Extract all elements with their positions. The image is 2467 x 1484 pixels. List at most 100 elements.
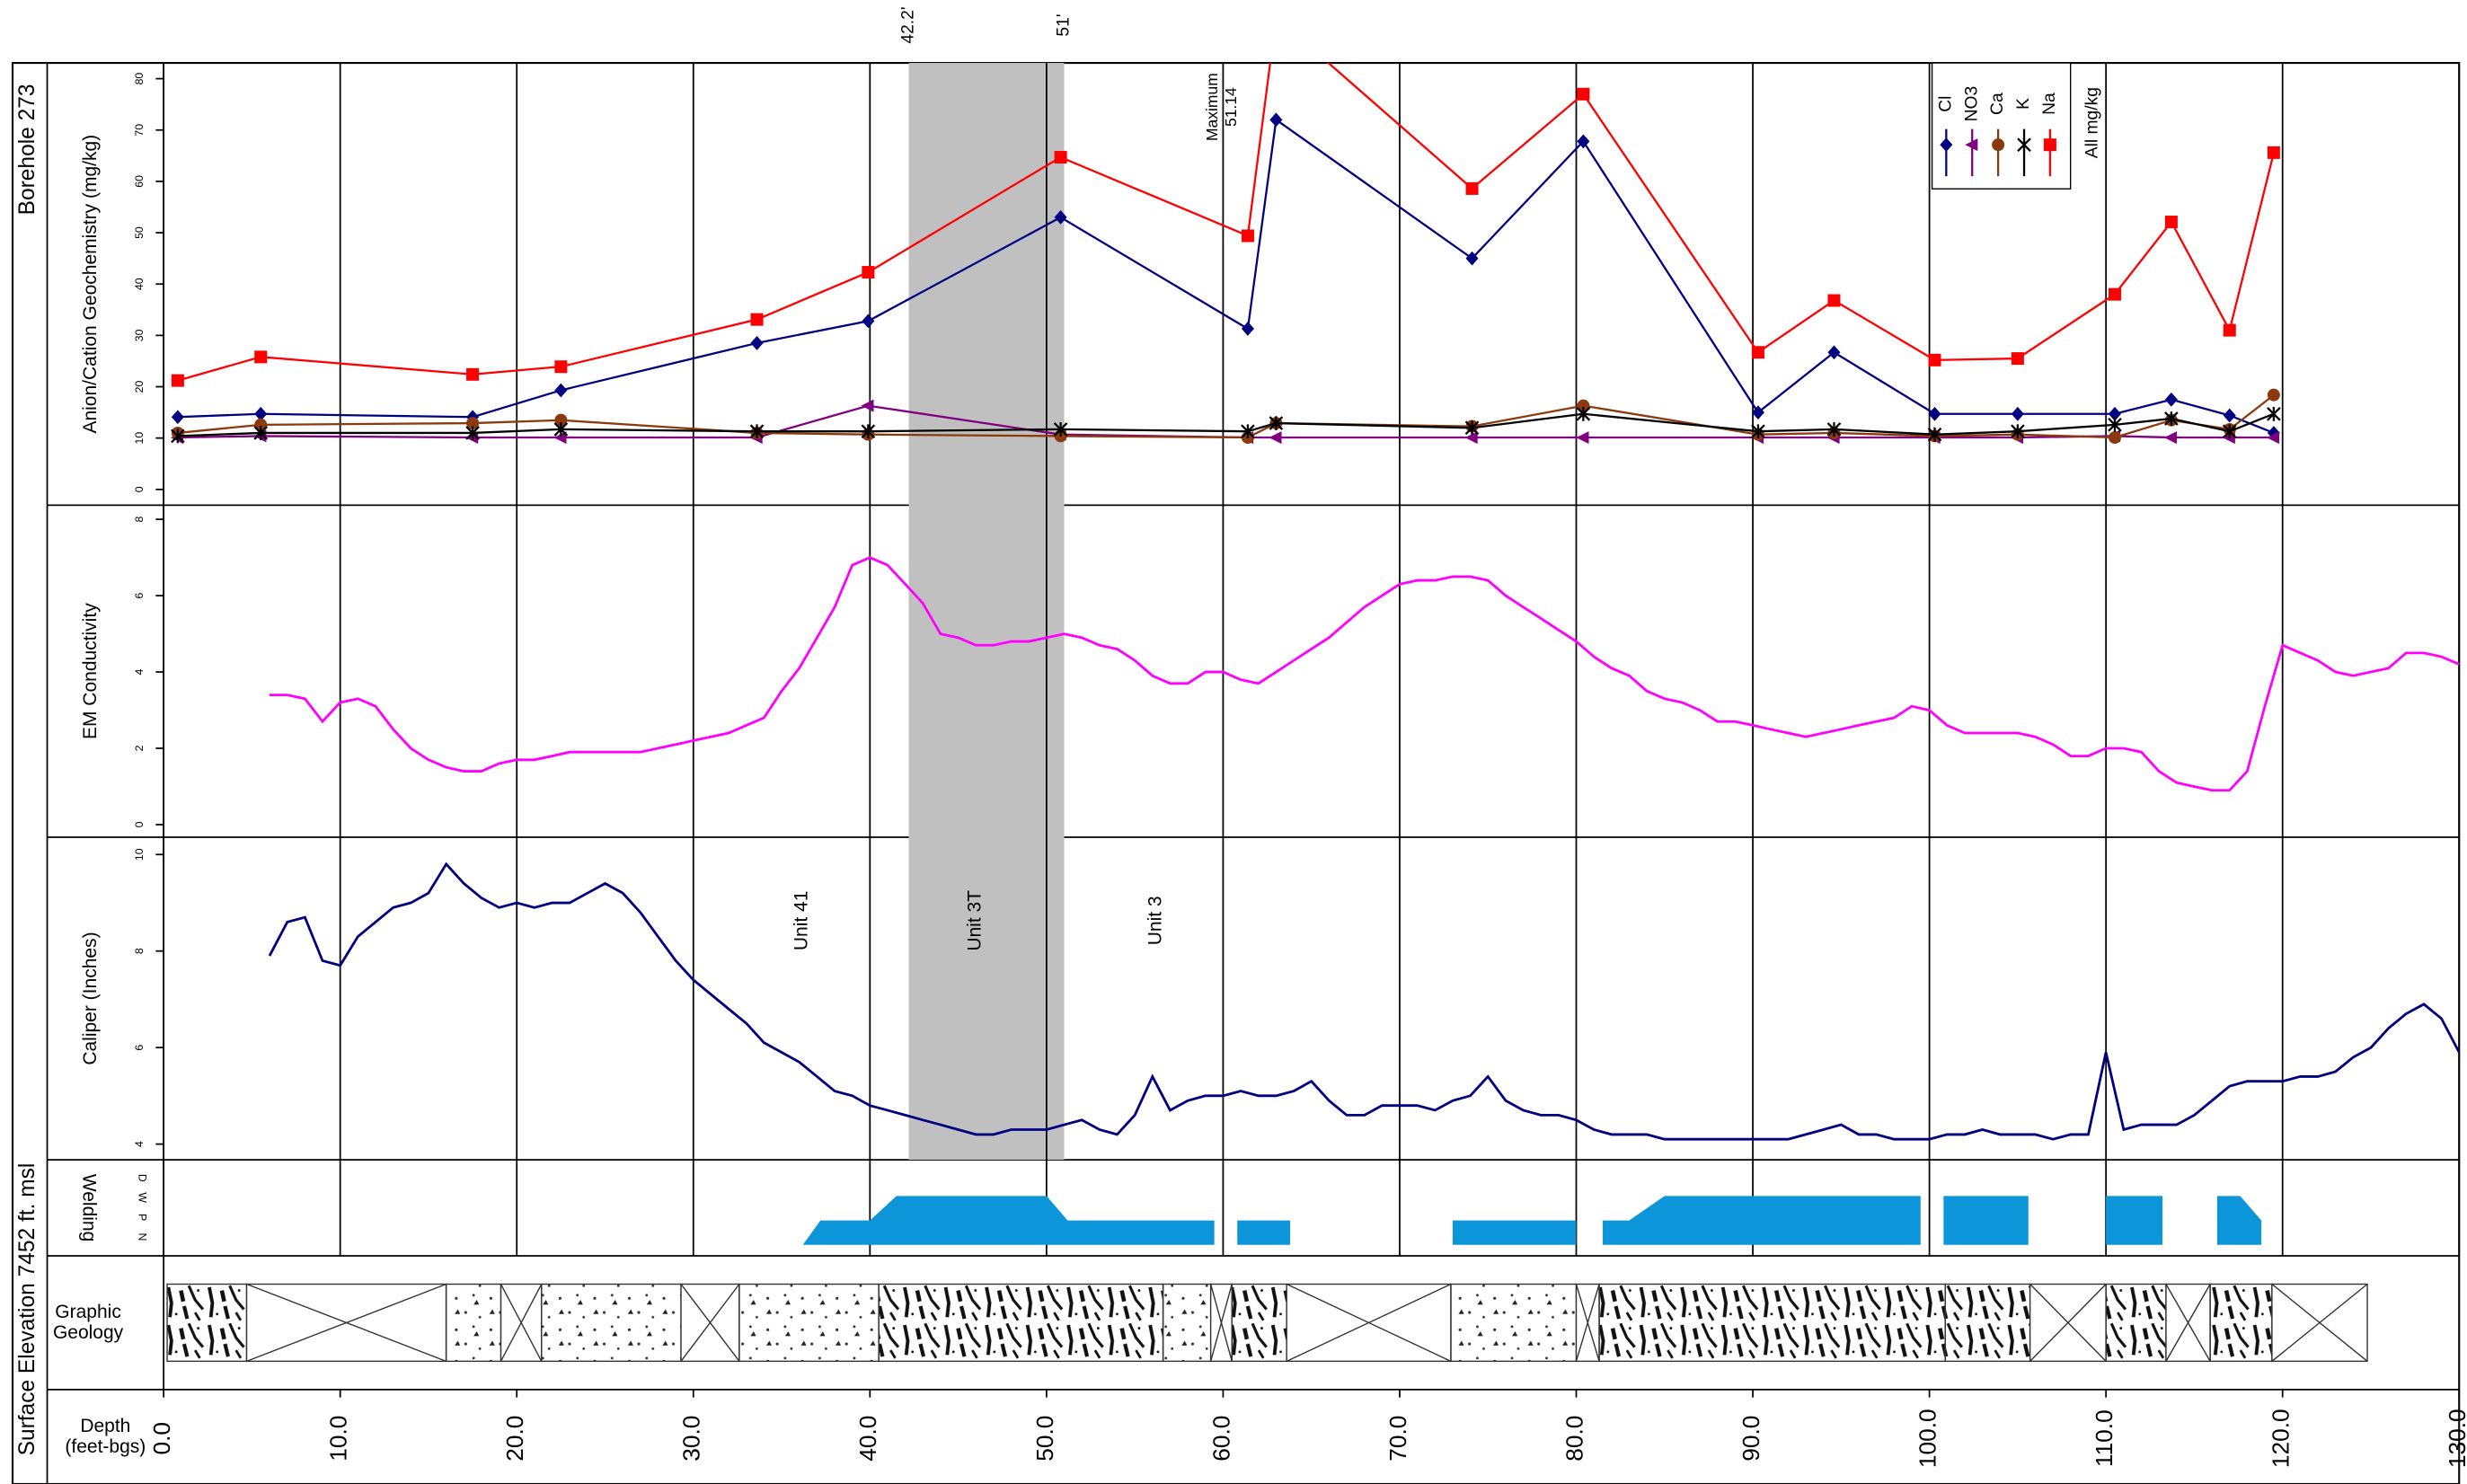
lithology-interval	[1163, 1285, 1211, 1362]
y-tick-label: 4	[133, 668, 146, 675]
data-point	[2012, 407, 2024, 421]
x-tick-label: 100.0	[1914, 1409, 1941, 1468]
data-point	[1055, 151, 1067, 163]
unit-label: Unit 3T	[964, 890, 985, 951]
welding-area	[2106, 1196, 2162, 1244]
data-point	[1466, 182, 1479, 195]
data-point	[1269, 11, 1282, 23]
log-curve	[270, 864, 2459, 1139]
x-tick-label: 0.0	[148, 1422, 175, 1455]
legend-label: Ca	[1988, 93, 2007, 115]
lithology-interval	[1599, 1285, 1945, 1362]
chart-title: Borehole 273	[15, 84, 40, 215]
welding-area	[803, 1196, 1215, 1244]
series-line	[178, 414, 2274, 437]
data-point	[1242, 322, 1254, 336]
lithology-interval	[447, 1285, 501, 1362]
y-tick-label: 4	[133, 1141, 146, 1147]
welding-area	[1453, 1221, 1576, 1245]
welding-area	[1237, 1221, 1290, 1245]
data-point	[1827, 345, 1840, 359]
chart-subtitle: Surface Elevation 7452 ft. msl	[15, 1163, 40, 1456]
legend-marker	[2044, 138, 2056, 151]
lithology-interval	[542, 1285, 681, 1362]
data-point	[1576, 431, 1588, 444]
y-axis-label: Caliper (Inches)	[80, 932, 101, 1064]
y-axis-label: GraphicGeology	[53, 1301, 124, 1342]
data-point	[2224, 409, 2236, 423]
y-tick-label: 0	[133, 821, 146, 827]
y-axis-label: Anion/Cation Geochemistry (mg/kg)	[80, 135, 101, 434]
data-point	[751, 314, 764, 326]
data-point	[2268, 389, 2280, 402]
y-tick-label: 8	[133, 948, 146, 954]
x-tick-label: 90.0	[1738, 1416, 1764, 1462]
y-tick-label: 0	[133, 486, 146, 492]
log-curve	[270, 558, 2459, 791]
level-label: N	[136, 1233, 148, 1241]
unit-label: Unit 41	[791, 891, 812, 951]
data-point	[862, 314, 874, 328]
annotation: Maximum	[1203, 73, 1221, 141]
data-point	[2224, 324, 2236, 337]
level-label: W	[136, 1192, 148, 1203]
well-log-chart: Borehole 273 Surface Elevation 7452 ft. …	[0, 0, 2467, 1484]
data-point	[1269, 112, 1282, 127]
x-tick-label: 30.0	[678, 1416, 705, 1462]
data-point	[2268, 146, 2280, 159]
y-tick-label: 70	[133, 124, 146, 137]
legend-label: K	[2014, 98, 2033, 110]
data-point	[1242, 229, 1254, 242]
data-point	[554, 360, 567, 373]
data-point	[2012, 352, 2024, 365]
data-point	[1577, 88, 1589, 101]
y-axis-label: Welding	[79, 1174, 100, 1242]
legend-label: NO3	[1962, 86, 1981, 122]
x-tick-label: 20.0	[501, 1416, 528, 1462]
annotation: 51.14	[1222, 87, 1240, 127]
level-label: P	[136, 1214, 148, 1221]
welding-area	[2217, 1196, 2261, 1244]
y-tick-label: 6	[133, 1045, 146, 1051]
level-label: D	[136, 1174, 148, 1182]
legend-label: Cl	[1936, 96, 1955, 112]
data-point	[2109, 431, 2121, 444]
lithology-interval	[1451, 1285, 1577, 1362]
x-tick-label: 80.0	[1561, 1416, 1587, 1462]
legend-label: Na	[2040, 93, 2059, 115]
x-tick-label: 70.0	[1384, 1416, 1411, 1462]
lithology-interval	[2106, 1285, 2166, 1362]
lithology-interval	[739, 1285, 879, 1362]
y-tick-label: 2	[133, 745, 146, 751]
y-tick-label: 20	[133, 381, 146, 393]
interval-label: 42.2'	[899, 6, 918, 43]
data-point	[2268, 407, 2280, 421]
page: {"chart_data":{"type":"well_log","title"…	[0, 0, 2467, 1484]
data-point	[751, 336, 764, 350]
data-point	[254, 350, 267, 363]
legend-note: All mg/kg	[2082, 87, 2101, 158]
data-point	[172, 375, 184, 387]
welding-area	[1943, 1196, 2028, 1244]
y-tick-label: 30	[133, 329, 146, 341]
x-tick-label: 130.0	[2444, 1409, 2467, 1468]
data-point	[2165, 393, 2178, 407]
lithology-interval	[1232, 1285, 1287, 1362]
x-tick-label: 50.0	[1031, 1416, 1058, 1462]
x-tick-label: 120.0	[2268, 1409, 2295, 1468]
y-tick-label: 60	[133, 175, 146, 188]
data-point	[554, 384, 567, 398]
x-tick-label: 110.0	[2091, 1409, 2118, 1467]
frame	[13, 63, 2459, 1484]
data-point	[172, 410, 184, 424]
welding-area	[1603, 1196, 1921, 1244]
x-tick-label: 40.0	[854, 1416, 881, 1462]
data-point	[861, 400, 873, 412]
x-tick-label: 60.0	[1207, 1416, 1234, 1462]
data-point	[2164, 431, 2177, 444]
x-axis-label: Depth(feet-bgs)	[65, 1415, 146, 1456]
data-point	[1928, 407, 1941, 421]
data-point	[466, 368, 479, 381]
lithology-interval	[167, 1285, 246, 1362]
data-point	[1928, 354, 1941, 367]
